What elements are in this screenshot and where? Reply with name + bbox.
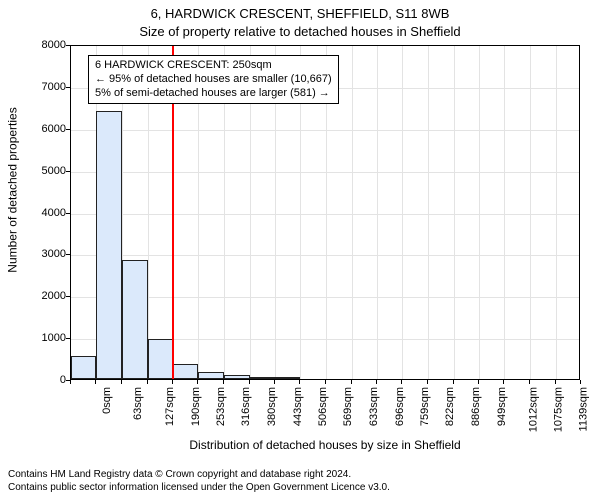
- gridline-v: [377, 46, 378, 379]
- x-tick-label: 316sqm: [241, 387, 253, 426]
- histogram-bar: [250, 377, 275, 380]
- y-tick-label: 4000: [26, 207, 66, 219]
- y-tick-label: 7000: [26, 81, 66, 93]
- y-tick-mark: [66, 296, 70, 297]
- y-tick-mark: [66, 45, 70, 46]
- chart-title-line1: 6, HARDWICK CRESCENT, SHEFFIELD, S11 8WB: [0, 6, 600, 21]
- x-tick-label: 822sqm: [445, 387, 457, 426]
- y-tick-label: 0: [26, 374, 66, 386]
- gridline-v: [352, 46, 353, 379]
- x-tick-mark: [478, 380, 479, 384]
- y-tick-mark: [66, 171, 70, 172]
- x-tick-mark: [580, 380, 581, 384]
- x-tick-label: 127sqm: [164, 387, 176, 426]
- y-axis-label-text: Number of detached properties: [6, 107, 20, 272]
- y-tick-label: 6000: [26, 123, 66, 135]
- y-tick-mark: [66, 213, 70, 214]
- histogram-bar: [173, 364, 198, 379]
- gridline-v: [402, 46, 403, 379]
- y-tick-mark: [66, 87, 70, 88]
- x-tick-mark: [351, 380, 352, 384]
- x-tick-label: 443sqm: [292, 387, 304, 426]
- x-tick-mark: [70, 380, 71, 384]
- x-tick-label: 569sqm: [343, 387, 355, 426]
- x-tick-label: 1139sqm: [578, 387, 590, 431]
- annotation-line2: ← 95% of detached houses are smaller (10…: [95, 73, 332, 87]
- x-tick-label: 63sqm: [132, 387, 144, 420]
- y-tick-label: 2000: [26, 290, 66, 302]
- x-tick-label: 633sqm: [368, 387, 380, 426]
- x-tick-mark: [95, 380, 96, 384]
- x-tick-mark: [121, 380, 122, 384]
- x-tick-label: 949sqm: [496, 387, 508, 426]
- x-tick-mark: [453, 380, 454, 384]
- footer-line2: Contains public sector information licen…: [8, 482, 390, 495]
- x-tick-mark: [299, 380, 300, 384]
- gridline-v: [428, 46, 429, 379]
- x-tick-mark: [147, 380, 148, 384]
- annotation-line1: 6 HARDWICK CRESCENT: 250sqm: [95, 59, 332, 73]
- x-tick-mark: [172, 380, 173, 384]
- x-tick-mark: [376, 380, 377, 384]
- x-tick-mark: [529, 380, 530, 384]
- x-tick-label: 506sqm: [317, 387, 329, 426]
- x-tick-label: 1075sqm: [553, 387, 565, 432]
- y-tick-label: 1000: [26, 332, 66, 344]
- gridline-v: [556, 46, 557, 379]
- histogram-bar: [148, 339, 173, 379]
- y-tick-label: 3000: [26, 248, 66, 260]
- histogram-bar: [275, 377, 300, 379]
- annotation-box: 6 HARDWICK CRESCENT: 250sqm ← 95% of det…: [88, 55, 339, 104]
- x-tick-mark: [223, 380, 224, 384]
- x-tick-label: 380sqm: [266, 387, 278, 426]
- gridline-v: [454, 46, 455, 379]
- y-axis-label: Number of detached properties: [4, 0, 22, 380]
- histogram-bar: [71, 356, 96, 379]
- x-tick-mark: [427, 380, 428, 384]
- x-tick-mark: [503, 380, 504, 384]
- x-axis-label: Distribution of detached houses by size …: [70, 438, 580, 452]
- histogram-bar: [224, 375, 249, 379]
- gridline-v: [530, 46, 531, 379]
- x-tick-mark: [249, 380, 250, 384]
- annotation-line3: 5% of semi-detached houses are larger (5…: [95, 87, 332, 101]
- y-tick-mark: [66, 129, 70, 130]
- chart-subtitle: Size of property relative to detached ho…: [0, 24, 600, 39]
- y-tick-mark: [66, 338, 70, 339]
- histogram-bar: [96, 111, 121, 379]
- x-tick-label: 759sqm: [419, 387, 431, 426]
- x-tick-label: 190sqm: [190, 387, 202, 426]
- chart-container: 6, HARDWICK CRESCENT, SHEFFIELD, S11 8WB…: [0, 0, 600, 500]
- x-tick-label: 253sqm: [215, 387, 227, 426]
- x-tick-mark: [197, 380, 198, 384]
- x-tick-mark: [555, 380, 556, 384]
- footer-text: Contains HM Land Registry data © Crown c…: [8, 469, 390, 494]
- y-tick-label: 5000: [26, 165, 66, 177]
- x-tick-label: 1012sqm: [527, 387, 539, 432]
- y-tick-mark: [66, 254, 70, 255]
- x-tick-mark: [274, 380, 275, 384]
- y-tick-label: 8000: [26, 39, 66, 51]
- x-tick-label: 886sqm: [470, 387, 482, 426]
- x-tick-mark: [325, 380, 326, 384]
- histogram-bar: [122, 260, 147, 379]
- x-tick-label: 696sqm: [394, 387, 406, 426]
- x-tick-mark: [401, 380, 402, 384]
- histogram-bar: [198, 372, 223, 379]
- x-tick-label: 0sqm: [101, 387, 113, 414]
- gridline-v: [504, 46, 505, 379]
- gridline-v: [479, 46, 480, 379]
- footer-line1: Contains HM Land Registry data © Crown c…: [8, 469, 390, 482]
